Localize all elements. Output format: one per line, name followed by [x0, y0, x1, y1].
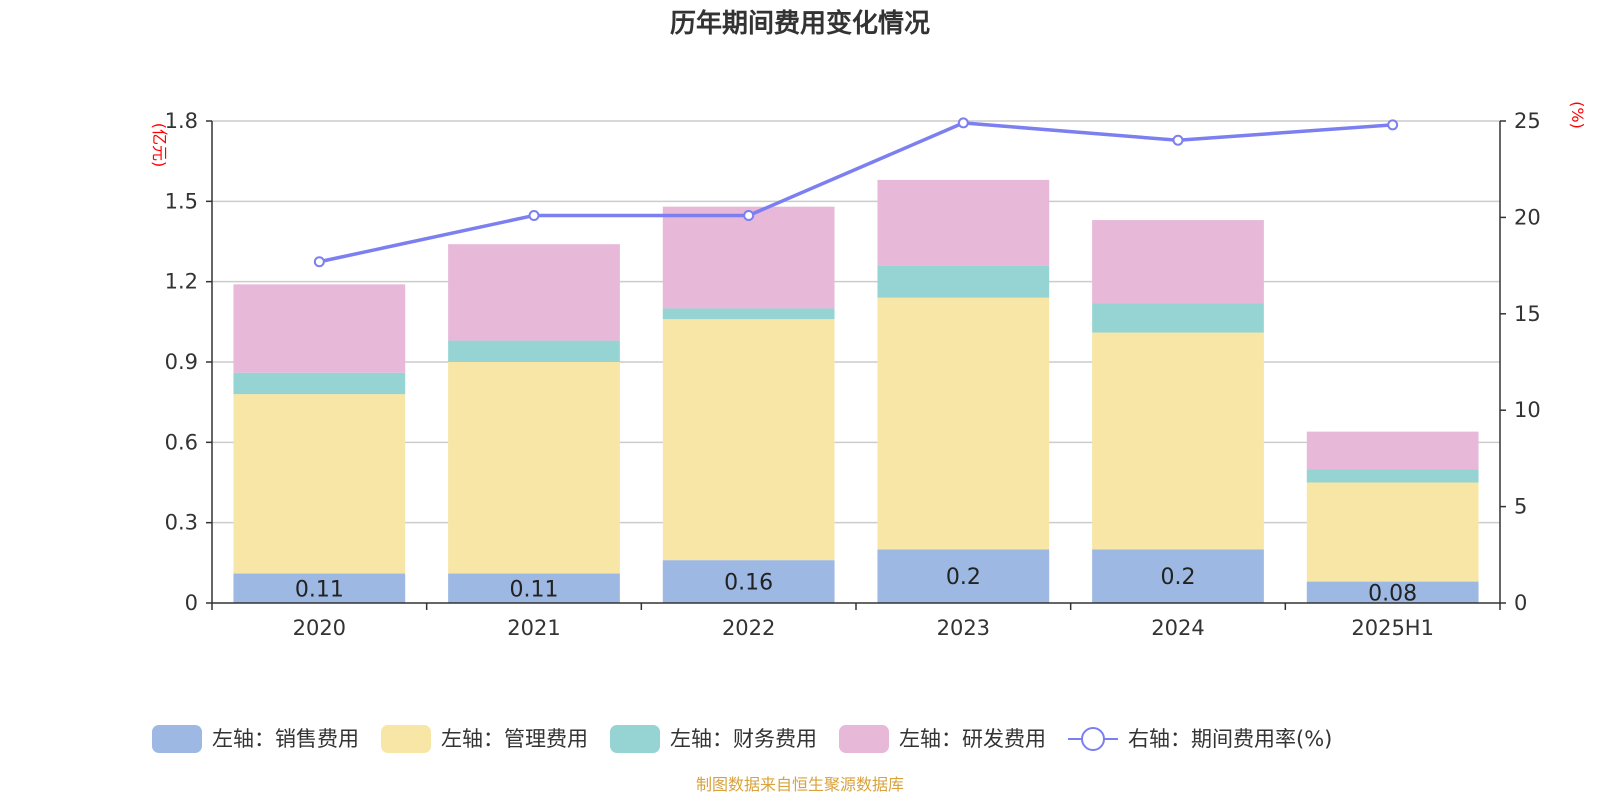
- bar-segment: [662, 308, 835, 320]
- bar-segment: [877, 549, 1050, 603]
- line-path: [318, 121, 1393, 264]
- bar-segment: [448, 244, 620, 341]
- left-axis-tick-label: 1.2: [165, 270, 198, 294]
- bar-segment: [233, 394, 406, 574]
- bar-segment: [877, 179, 1050, 266]
- legend-label: 左轴：财务费用: [670, 727, 817, 751]
- bar-segment: [877, 297, 1050, 550]
- bar-segment: [1306, 431, 1479, 470]
- line-point: [313, 256, 325, 268]
- bar-segment: [448, 573, 620, 603]
- left-axis-tick-label: 0.3: [165, 511, 198, 535]
- x-axis-tick-label: 2021: [507, 616, 560, 640]
- right-axis-tick-label: 5: [1514, 495, 1527, 519]
- bar-segment: [233, 284, 406, 373]
- legend-marker: [1081, 727, 1105, 751]
- bar-data-label: 0.16: [724, 571, 773, 596]
- right-axis-tick-label: 25: [1514, 109, 1541, 133]
- bar-data-label: 0.2: [946, 565, 981, 590]
- bar-data-label: 0.11: [510, 577, 559, 602]
- right-axis-tick-label: 15: [1514, 302, 1541, 326]
- left-axis-tick-label: 0.6: [165, 430, 198, 454]
- chart-title: 历年期间费用变化情况: [670, 8, 930, 39]
- bar-series: 0.11 0.11 0.16 0.2 0.2 0.08: [233, 179, 1479, 606]
- line-series: [313, 117, 1399, 268]
- left-axis-tick-label: 0: [185, 591, 198, 615]
- bar-segment: [1092, 549, 1264, 603]
- bar-segment: [1306, 469, 1479, 483]
- left-axis-tick-label: 0.9: [165, 350, 198, 374]
- bar-segment: [1092, 303, 1264, 333]
- legend-swatch: [839, 725, 889, 753]
- left-axis-tick-label: 1.5: [165, 189, 198, 213]
- legend: 左轴：销售费用 左轴：管理费用 左轴：财务费用 左轴：研发费用 右轴：期间费用率(%): [152, 725, 1332, 753]
- legend-swatch: [610, 725, 660, 753]
- legend-swatch: [152, 725, 202, 753]
- bar-segment: [1092, 220, 1264, 304]
- bar-data-label: 0.11: [295, 577, 344, 602]
- bar-segment: [1306, 581, 1479, 603]
- left-axis-tick-label: 1.8: [165, 109, 198, 133]
- line-point: [1172, 134, 1184, 146]
- line-point: [957, 117, 969, 129]
- grid-lines: [212, 120, 1500, 524]
- legend-swatch: [381, 725, 431, 753]
- bar-segment: [662, 319, 835, 561]
- legend-label: 右轴：期间费用率(%): [1128, 727, 1332, 751]
- legend-label: 左轴：销售费用: [212, 727, 359, 751]
- x-axis-tick-label: 2025H1: [1351, 616, 1434, 640]
- bar-segment: [1306, 482, 1479, 582]
- bar-segment: [1092, 332, 1264, 550]
- right-axis-tick-label: 20: [1514, 205, 1541, 229]
- source-note: 制图数据来自恒生聚源数据库: [696, 775, 904, 794]
- axes: 0 0.3 0.6 0.9 1.2 1.5 1.8 0 5 10 15 20 25 2020 2021 202…: [165, 109, 1541, 640]
- bar-segment: [877, 265, 1050, 298]
- bar-segment: [233, 372, 406, 395]
- right-axis-tick-label: 10: [1514, 398, 1541, 422]
- bar-segment: [233, 573, 406, 603]
- bar-segment: [448, 362, 620, 574]
- bar-segment: [662, 206, 835, 309]
- legend-label: 左轴：研发费用: [899, 727, 1046, 751]
- x-axis-tick-label: 2022: [722, 616, 775, 640]
- right-axis-unit: (%): [1568, 101, 1587, 129]
- line-point: [1387, 119, 1399, 131]
- bar-data-label: 0.2: [1161, 565, 1196, 590]
- x-axis-tick-label: 2023: [937, 616, 990, 640]
- left-axis-unit: (亿元): [150, 123, 169, 168]
- bar-segment: [662, 560, 835, 603]
- x-axis-tick-label: 2024: [1151, 616, 1204, 640]
- line-point: [528, 209, 540, 221]
- line-point: [743, 209, 755, 221]
- legend-label: 左轴：管理费用: [441, 727, 588, 751]
- x-axis-tick-label: 2020: [293, 616, 346, 640]
- bar-segment: [448, 340, 620, 362]
- bar-data-label: 0.08: [1368, 581, 1417, 606]
- right-axis-tick-label: 0: [1514, 591, 1527, 615]
